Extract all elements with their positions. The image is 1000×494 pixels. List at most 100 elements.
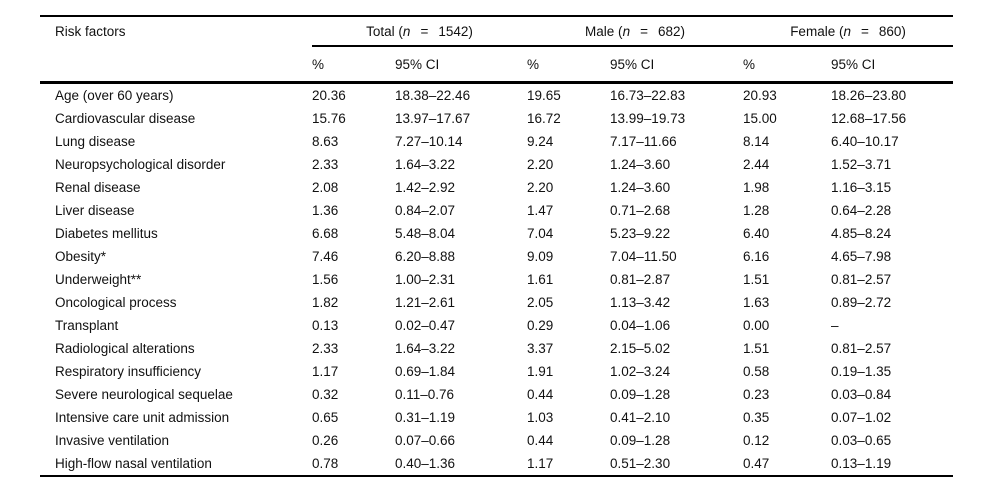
value-cell: 2.20 [527,180,554,195]
value-cell: 8.14 [743,134,770,149]
female-percent-header: % [743,46,832,84]
value-cell: 1.28 [743,203,770,218]
table-row: Diabetes mellitus 6.68 5.48–8.04 7.04 5.… [40,222,953,245]
table-row: High-flow nasal ventilation 0.78 0.40–1.… [40,452,953,476]
value-cell: 2.33 [312,341,339,356]
value-cell: 4.85–8.24 [831,226,892,241]
table-row: Respiratory insufficiency 1.17 0.69–1.84… [40,360,953,383]
value-cell: 0.47 [743,456,770,471]
empty-header-cell [40,46,312,84]
value-cell: 0.44 [527,387,554,402]
value-cell: 9.24 [527,134,554,149]
value-cell: 0.71–2.68 [610,203,671,218]
risk-factor-cell: Underweight** [55,272,142,287]
table-body: Age (over 60 years) 20.36 18.38–22.46 19… [40,83,953,477]
group-total-count: 1542) [438,23,473,39]
risk-factor-cell: Diabetes mellitus [55,226,158,241]
group-header-total: Total (n = 1542) [312,16,528,47]
value-cell: 1.47 [527,203,554,218]
table-row: Intensive care unit admission 0.65 0.31–… [40,406,953,429]
value-cell: 16.73–22.83 [610,88,686,103]
value-cell: 1.17 [312,364,339,379]
value-cell: 0.09–1.28 [610,433,671,448]
value-cell: 2.08 [312,180,339,195]
male-ci-header: 95% CI [610,46,744,84]
value-cell: 5.48–8.04 [395,226,456,241]
value-cell: 6.40–10.17 [831,134,899,149]
value-cell: 0.64–2.28 [831,203,892,218]
value-cell: 0.13 [312,318,339,333]
table-row: Cardiovascular disease 15.76 13.97–17.67… [40,107,953,130]
value-cell: 1.16–3.15 [831,180,892,195]
value-cell: 13.97–17.67 [395,111,471,126]
group-male-prefix: Male ( [585,23,623,39]
value-cell: 0.00 [743,318,770,333]
value-cell: 0.69–1.84 [395,364,456,379]
value-cell: 1.51 [743,341,770,356]
value-cell: 1.36 [312,203,339,218]
value-cell: – [831,318,839,333]
value-cell: 19.65 [527,88,561,103]
n-symbol: n [402,23,411,39]
risk-factor-cell: Cardiovascular disease [55,111,196,126]
value-cell: 1.61 [527,272,554,287]
value-cell: 1.21–2.61 [395,295,456,310]
value-cell: 7.17–11.66 [610,134,677,149]
value-cell: 1.02–3.24 [610,364,671,379]
value-cell: 3.37 [527,341,554,356]
value-cell: 0.11–0.76 [395,387,455,402]
male-percent-header: % [527,46,611,84]
value-cell: 0.78 [312,456,339,471]
value-cell: 1.63 [743,295,770,310]
value-cell: 0.12 [743,433,770,448]
risk-factor-cell: Liver disease [55,203,135,218]
table-row: Renal disease 2.08 1.42–2.92 2.20 1.24–3… [40,176,953,199]
n-symbol: n [843,23,851,39]
value-cell: 1.24–3.60 [610,157,671,172]
value-cell: 0.07–0.66 [395,433,456,448]
equals-sign: = [860,23,869,39]
risk-factor-cell: Intensive care unit admission [55,410,230,425]
table-row: Neuropsychological disorder 2.33 1.64–3.… [40,153,953,176]
value-cell: 6.20–8.88 [395,249,456,264]
group-female-count: 860) [878,23,906,39]
value-cell: 1.56 [312,272,339,287]
table-row: Invasive ventilation 0.26 0.07–0.66 0.44… [40,429,953,452]
value-cell: 9.09 [527,249,554,264]
value-cell: 7.04–11.50 [610,249,677,264]
risk-factors-table: Risk factors Total (n = 1542) Male (n = 682)… [40,15,954,477]
risk-factor-cell: Invasive ventilation [55,433,170,448]
risk-factor-cell: Renal disease [55,180,141,195]
group-header-female: Female (n = 860) [743,16,954,47]
value-cell: 6.68 [312,226,339,241]
table-row: Oncological process 1.82 1.21–2.61 2.05 … [40,291,953,314]
risk-factor-cell: Transplant [55,318,119,333]
table-row: Liver disease 1.36 0.84–2.07 1.47 0.71–2… [40,199,953,222]
total-percent-header: % [312,46,395,84]
value-cell: 0.44 [527,433,554,448]
value-cell: 2.20 [527,157,554,172]
value-cell: 0.23 [743,387,770,402]
value-cell: 0.19–1.35 [831,364,892,379]
risk-factor-cell: Obesity* [55,249,107,264]
value-cell: 7.46 [312,249,339,264]
table-row: Age (over 60 years) 20.36 18.38–22.46 19… [40,83,953,108]
value-cell: 0.65 [312,410,339,425]
value-cell: 0.81–2.57 [831,272,892,287]
value-cell: 0.29 [527,318,554,333]
value-cell: 0.09–1.28 [610,387,671,402]
value-cell: 1.82 [312,295,339,310]
value-cell: 0.02–0.47 [395,318,456,333]
value-cell: 1.98 [743,180,770,195]
risk-factor-cell: High-flow nasal ventilation [55,456,212,471]
total-ci-header: 95% CI [395,46,528,84]
value-cell: 0.13–1.19 [831,456,892,471]
value-cell: 1.24–3.60 [610,180,671,195]
value-cell: 7.27–10.14 [395,134,463,149]
equals-sign: = [420,23,429,39]
value-cell: 20.36 [312,88,346,103]
value-cell: 0.03–0.84 [831,387,892,402]
risk-factor-cell: Severe neurological sequelae [55,387,233,402]
value-cell: 4.65–7.98 [831,249,892,264]
